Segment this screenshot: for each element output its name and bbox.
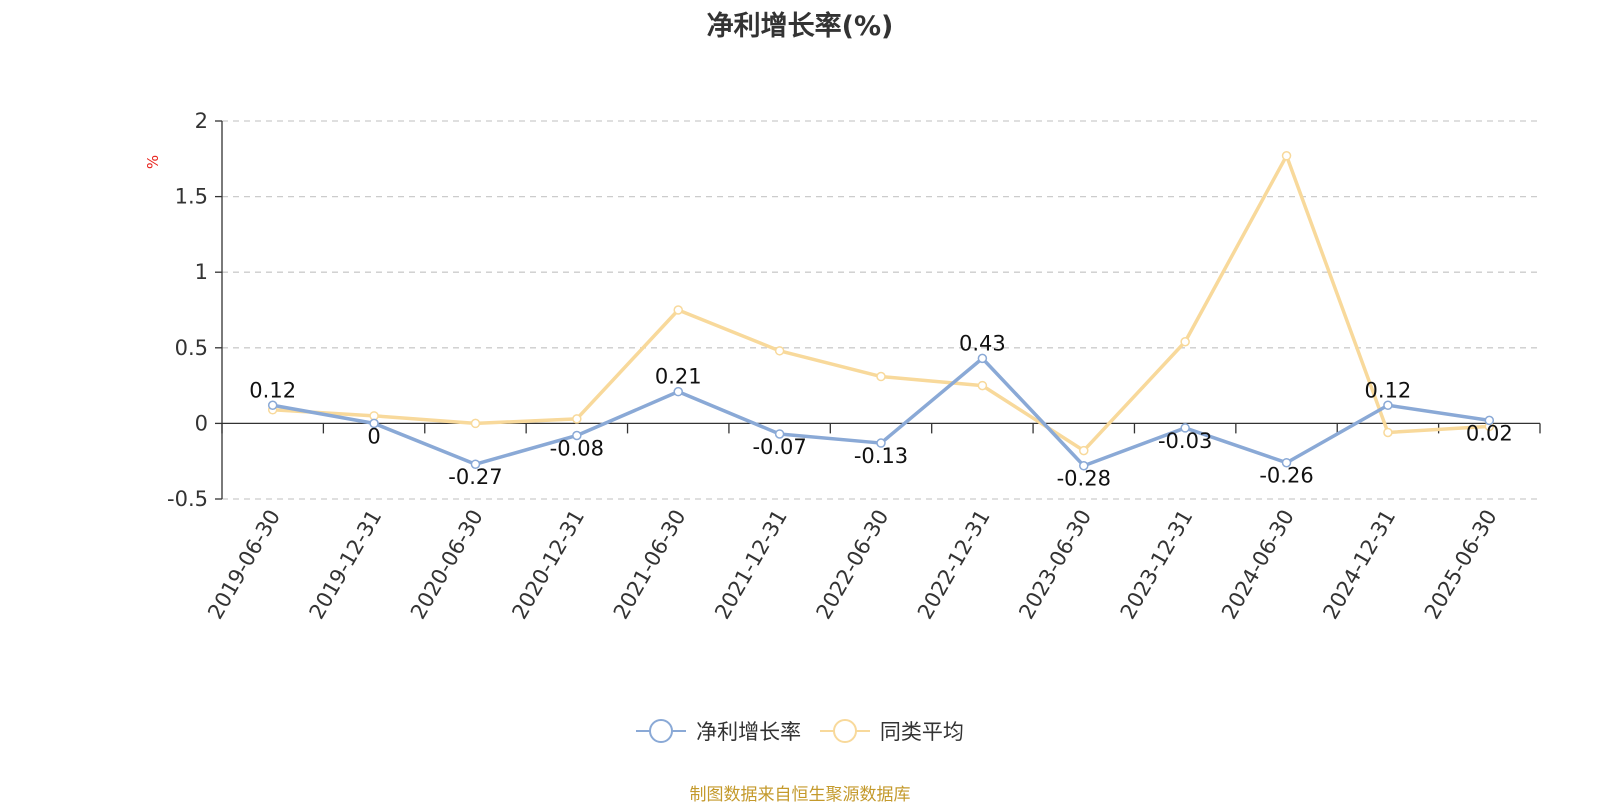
x-tick-label: 2023-06-30 — [1014, 506, 1096, 624]
data-label: -0.03 — [1158, 429, 1212, 453]
data-label: 0.43 — [959, 331, 1006, 355]
x-tick-label: 2020-12-31 — [507, 506, 589, 624]
series-point-2 — [977, 380, 988, 391]
series-point-1 — [977, 353, 988, 364]
x-tick-label: 2020-06-30 — [406, 506, 488, 624]
y-tick-label: -0.5 — [167, 487, 208, 511]
data-label: -0.27 — [448, 465, 502, 489]
x-tick-label: 2025-06-30 — [1420, 506, 1502, 624]
data-label: 0.12 — [249, 378, 296, 402]
data-labels: 0.12 0 -0.27 -0.08 0.21 -0.07 -0.13 0.43 -0.28 -0… — [249, 331, 1512, 490]
series-point-1 — [369, 418, 379, 429]
series-point-2 — [369, 411, 379, 421]
y-tick-label: 1 — [195, 260, 208, 284]
x-tick-label: 2021-06-30 — [609, 506, 691, 624]
series-point-1 — [572, 430, 582, 441]
data-label: -0.07 — [752, 435, 806, 459]
series-lines — [267, 151, 1495, 471]
y-axis-unit: % — [144, 155, 162, 169]
legend-label-series2: 同类平均 — [879, 720, 964, 744]
series-point-2 — [470, 418, 481, 429]
line-chart: 2 1.5 1 0.5 0 -0.5% 2019-06-30 2019-12-31 2020-0… — [144, 109, 1541, 624]
legend-item-series1[interactable]: 净利增长率 — [636, 716, 801, 746]
series-point-1 — [673, 386, 683, 397]
series-point-1 — [774, 429, 785, 439]
data-label: -0.08 — [550, 436, 604, 460]
series-point-1 — [470, 459, 481, 469]
series-point-2 — [774, 346, 785, 356]
x-tick-label: 2022-06-30 — [812, 506, 894, 624]
legend-item-series2[interactable]: 同类平均 — [819, 716, 964, 746]
series-point-1 — [1079, 460, 1089, 471]
legend: 净利增长率 同类平均 — [0, 716, 1600, 749]
series-point-2 — [1180, 337, 1190, 347]
data-label: 0.21 — [655, 365, 702, 389]
series-point-2 — [673, 305, 683, 315]
x-tick-label: 2023-12-31 — [1116, 506, 1198, 624]
series-line-2 — [272, 154, 1490, 453]
legend-label-series1: 净利增长率 — [696, 720, 802, 744]
series-point-2 — [572, 414, 582, 424]
chart-title: 净利增长率(%) — [706, 11, 894, 42]
data-label: 0.02 — [1466, 421, 1513, 445]
data-label: -0.13 — [854, 444, 908, 468]
line-circle-icon — [636, 719, 687, 743]
series-point-1 — [876, 438, 886, 448]
x-tick-label: 2024-06-30 — [1217, 506, 1299, 624]
series-point-1 — [1281, 457, 1292, 468]
x-tick-label: 2022-12-31 — [913, 506, 995, 624]
x-tick-label: 2024-12-31 — [1318, 506, 1400, 624]
series-point-1 — [1383, 400, 1393, 411]
series-point-2 — [1383, 427, 1393, 438]
source-note: 制图数据来自恒生聚源数据库 — [689, 785, 911, 805]
data-label: 0.12 — [1365, 378, 1412, 402]
series-point-1 — [1180, 423, 1190, 433]
x-tick-label: 2021-12-31 — [710, 506, 792, 624]
series-point-1 — [267, 400, 278, 411]
series-point-2 — [1079, 445, 1089, 456]
series-point-2 — [1281, 151, 1292, 161]
y-tick-label: 2 — [195, 109, 208, 133]
y-tick-label: 1.5 — [175, 185, 208, 209]
series-point-2 — [876, 371, 886, 382]
y-tick-label: 0 — [195, 411, 208, 435]
data-label: 0 — [367, 424, 380, 448]
x-tick-label: 2019-06-30 — [203, 506, 285, 624]
line-circle-icon — [819, 719, 870, 743]
data-label: -0.28 — [1057, 467, 1111, 491]
series-point-1 — [1484, 415, 1495, 426]
data-label: -0.26 — [1259, 464, 1313, 488]
y-tick-label: 0.5 — [175, 336, 208, 360]
x-tick-label: 2019-12-31 — [305, 506, 387, 624]
